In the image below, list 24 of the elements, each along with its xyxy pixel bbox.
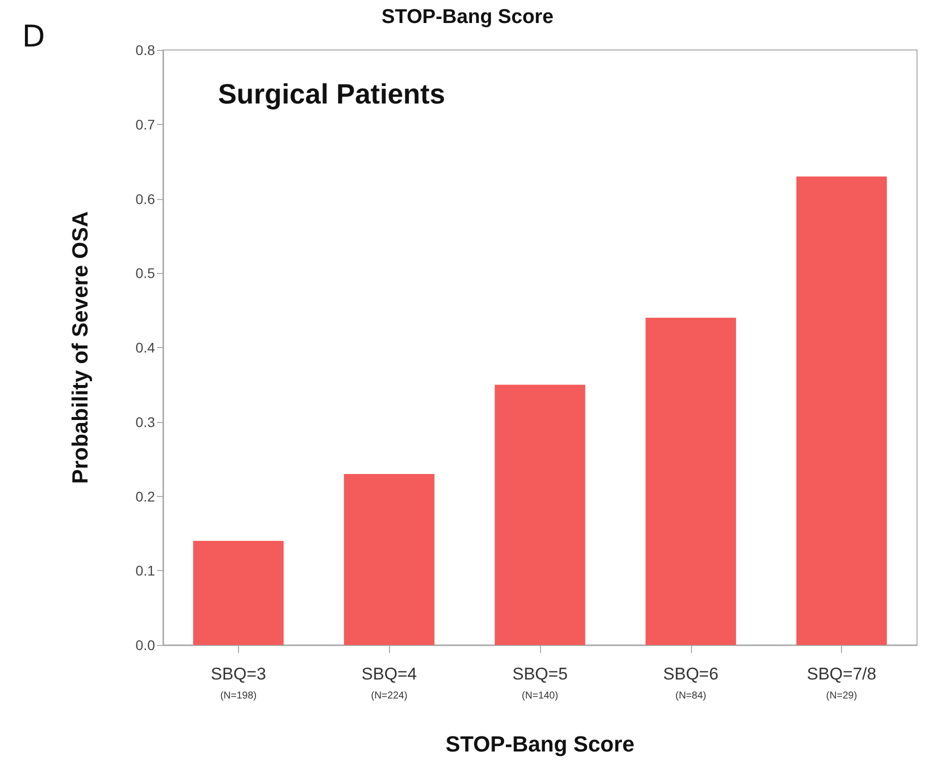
y-tick-label: 0.1 xyxy=(136,562,156,579)
y-tick-label: 0.6 xyxy=(136,190,156,207)
x-tick-label: SBQ=7/8 (N=29) xyxy=(806,664,876,702)
y-tick-label: 0.5 xyxy=(136,265,156,282)
y-axis-title: Probability of Severe OSA xyxy=(68,211,92,484)
x-tick-label: SBQ=5 (N=140) xyxy=(512,664,568,702)
chart-title: STOP-Bang Score xyxy=(382,6,554,28)
y-tick-label: 0.4 xyxy=(136,340,156,356)
y-tick-label: 0.7 xyxy=(136,116,156,132)
x-tick-label: SBQ=3 (N=198) xyxy=(210,664,266,702)
y-tick-label: 0.8 xyxy=(136,42,156,58)
y-tick-label: 0.2 xyxy=(136,488,156,504)
bar xyxy=(344,474,434,645)
annotation: Surgical Patients xyxy=(218,78,446,110)
bar xyxy=(646,318,736,645)
x-axis-title: STOP-Bang Score xyxy=(445,732,635,756)
y-tick-label: 0.3 xyxy=(136,414,156,430)
x-tick-label: SBQ=4 (N=224) xyxy=(362,664,417,702)
bar xyxy=(494,384,586,645)
text: D xyxy=(22,20,46,54)
bar xyxy=(193,540,284,645)
x-tick-label: SBQ=6 (N=84) xyxy=(663,664,718,702)
y-tick-label: 0.0 xyxy=(136,637,156,653)
bar xyxy=(796,176,887,645)
